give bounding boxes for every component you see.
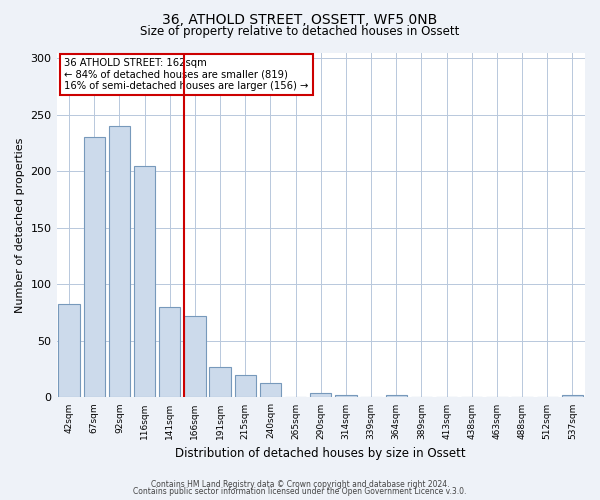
Bar [335,395,356,398]
Bar [159,307,181,398]
Bar [209,367,231,398]
Bar [109,126,130,398]
Text: 36 ATHOLD STREET: 162sqm
← 84% of detached houses are smaller (819)
16% of semi-: 36 ATHOLD STREET: 162sqm ← 84% of detach… [64,58,309,91]
Bar [58,304,80,398]
Text: Contains HM Land Registry data © Crown copyright and database right 2024.: Contains HM Land Registry data © Crown c… [151,480,449,489]
Bar [184,316,206,398]
X-axis label: Distribution of detached houses by size in Ossett: Distribution of detached houses by size … [175,447,466,460]
Text: Contains public sector information licensed under the Open Government Licence v.: Contains public sector information licen… [133,488,467,496]
Bar [260,382,281,398]
Bar [134,166,155,398]
Text: 36, ATHOLD STREET, OSSETT, WF5 0NB: 36, ATHOLD STREET, OSSETT, WF5 0NB [163,12,437,26]
Bar [235,375,256,398]
Bar [386,395,407,398]
Bar [562,395,583,398]
Text: Size of property relative to detached houses in Ossett: Size of property relative to detached ho… [140,25,460,38]
Y-axis label: Number of detached properties: Number of detached properties [15,138,25,312]
Bar [83,138,105,398]
Bar [310,393,331,398]
